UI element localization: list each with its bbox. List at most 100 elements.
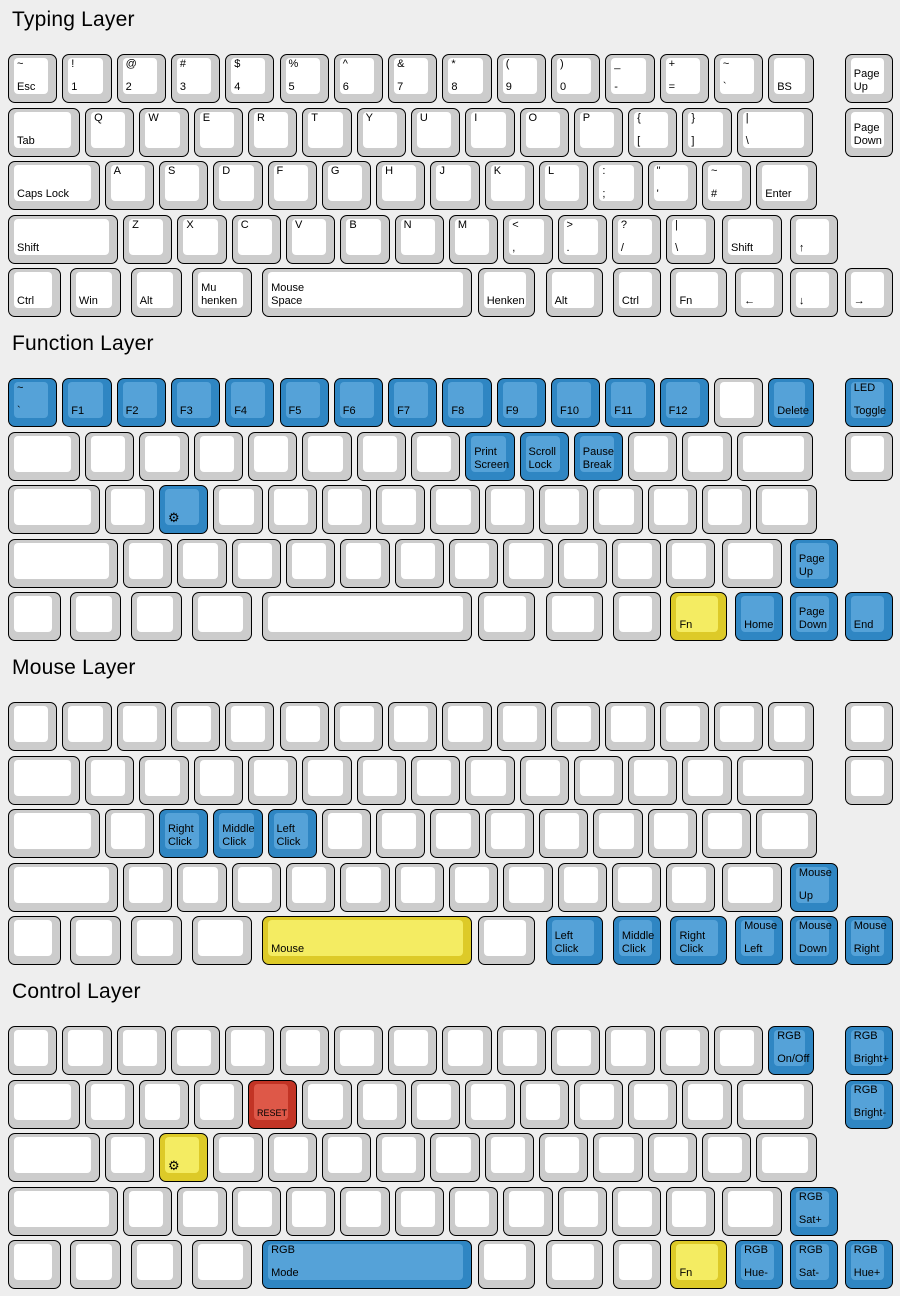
key-legend-bottom: Tab: [17, 134, 35, 147]
key-legend-bottom: Page Down: [798, 606, 828, 632]
keycap: F7: [394, 382, 429, 418]
keycap: Fn: [676, 596, 718, 633]
keycap: [579, 1083, 615, 1120]
keycap: R: [254, 111, 289, 148]
key-page-down: Page Down: [789, 592, 839, 642]
key-tab: Tab: [8, 107, 81, 157]
keycap: [198, 920, 244, 957]
key-scroll-lock: Scroll Lock: [519, 431, 569, 481]
keycap: ↑: [795, 218, 830, 255]
key-legend-top: M: [457, 218, 468, 231]
key-blank: [356, 755, 406, 805]
keycap: [579, 759, 615, 796]
keycap: [688, 435, 723, 472]
key-blank: [545, 1240, 603, 1290]
key-blank: [139, 755, 189, 805]
key-blank: [376, 1133, 426, 1183]
key-e: E: [193, 107, 243, 157]
key-blank: [628, 1079, 678, 1129]
key-blank: [85, 1079, 135, 1129]
keycap: [563, 542, 598, 579]
keycap: [254, 759, 289, 796]
keycap: [199, 759, 234, 796]
key-legend-bottom: F3: [179, 405, 193, 417]
key-legend-bottom: Left Click: [554, 930, 579, 956]
key-blank: [321, 1133, 372, 1183]
keycap: [136, 596, 173, 633]
key-7: & 7: [388, 54, 438, 103]
key-legend-bottom: On/Off: [777, 1053, 810, 1065]
keycap: [742, 435, 805, 472]
keycap: [110, 813, 145, 850]
key-legend-bottom: Mode: [271, 1267, 299, 1280]
key-legend-top: ): [560, 58, 564, 70]
keycap: [400, 1190, 435, 1227]
key-blank: [701, 485, 752, 535]
keycap: [136, 920, 173, 957]
key-ctrl: Ctrl: [8, 268, 62, 318]
key-blank: [477, 1240, 536, 1290]
key-blank: :;: [593, 161, 643, 211]
key-up: Mouse Up: [789, 862, 839, 912]
keycap: [14, 435, 72, 472]
key-legend-bottom: Toggle: [853, 405, 887, 417]
key-3: #3: [170, 54, 221, 103]
key-blank: [503, 862, 553, 912]
gear-icon: ⚙: [167, 1158, 180, 1174]
keycap: [91, 1083, 126, 1120]
key-legend-top: !: [71, 58, 75, 70]
keycap: [599, 1137, 634, 1174]
keycap: F1: [68, 382, 103, 418]
key-blank: [177, 1186, 227, 1236]
key-enter: Enter: [756, 161, 818, 211]
key-l: L: [539, 161, 589, 211]
keycap: [285, 1030, 320, 1066]
keycap: Print Screen: [471, 435, 509, 472]
key-f1: F1: [62, 378, 112, 427]
keycap: [136, 1244, 173, 1281]
key-home: Home: [735, 592, 784, 642]
key-blank: [8, 485, 100, 535]
key-blank: [279, 702, 329, 751]
key-blank: →: [844, 268, 893, 318]
key-legend-top: U: [419, 111, 428, 124]
keycap: [183, 542, 218, 579]
keycap: [14, 1244, 53, 1281]
key-legend-bottom: Ctrl: [621, 295, 639, 308]
keycap: B: [346, 218, 381, 255]
key-blank: [611, 1186, 662, 1236]
key-legend-bottom: Shift: [731, 241, 754, 254]
keycap: ~ `: [14, 382, 49, 418]
key-legend-top: %: [288, 58, 299, 70]
layer-control: Control Layer RGB On/Off RESET ⚙ RGB Sat+ RGB M…: [0, 978, 900, 1290]
keycap: Ctrl: [618, 272, 652, 309]
keycap: RGB Mode: [268, 1244, 463, 1281]
keycap: Middle Click: [219, 813, 255, 850]
keycap: [728, 542, 774, 579]
key-blank: [519, 755, 569, 805]
key-shift: Shift: [8, 214, 119, 264]
key-blank: [503, 538, 553, 588]
key-blank: [722, 1186, 783, 1236]
key-legend-bottom: Mu henken: [201, 282, 238, 308]
keycap: RGB Sat-: [795, 1244, 830, 1281]
key-blank: [8, 1186, 119, 1236]
keycap: | \: [672, 218, 707, 255]
key-legend-top: +: [668, 58, 676, 70]
keycap: End: [850, 596, 884, 633]
key-legend-top: }: [691, 111, 696, 124]
keycap: [346, 542, 381, 579]
key-legend-bottom: Bright-: [853, 1106, 887, 1119]
key-blank: [69, 592, 121, 642]
key-blank: [213, 1133, 263, 1183]
key-blank: [231, 862, 281, 912]
keycap: [254, 435, 289, 472]
key-fn: Fn: [670, 268, 727, 318]
key-blank: [410, 431, 461, 481]
key-blank: [8, 592, 62, 642]
keycap: [563, 866, 598, 903]
keyboard-function: ~ ` F1 F2 F3 F4 F5 F6 F7 F8 F9 F10 F11 F12 Delete Print…: [0, 378, 900, 644]
key-legend-bottom: Page Up: [853, 68, 880, 93]
key-1: ! 1: [62, 54, 112, 103]
keycap: {[: [634, 111, 669, 148]
